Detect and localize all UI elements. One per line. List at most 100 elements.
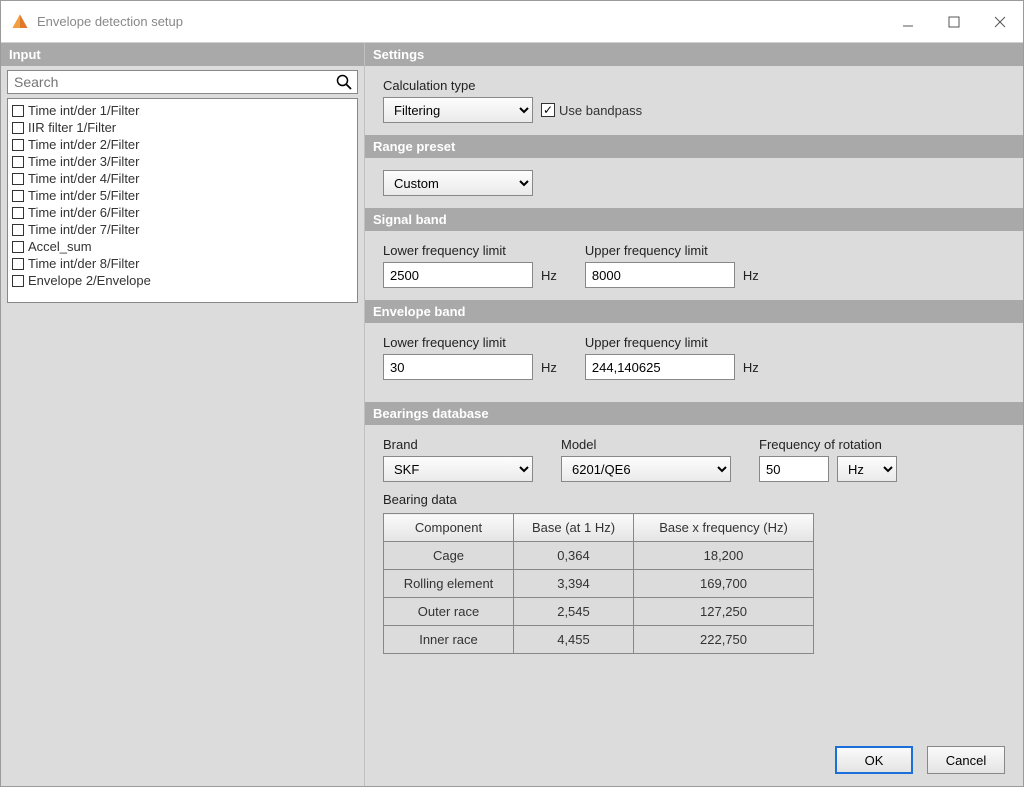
freq-input[interactable]	[759, 456, 829, 482]
list-item[interactable]: IIR filter 1/Filter	[12, 119, 353, 136]
signal-upper-input[interactable]	[585, 262, 735, 288]
use-bandpass-checkbox[interactable]: Use bandpass	[541, 103, 642, 118]
table-header: Base x frequency (Hz)	[634, 514, 814, 542]
envelope-lower-field: Lower frequency limit Hz	[383, 335, 557, 380]
bearings-body: Brand SKF Model 6201/QE6 Frequency of ro…	[365, 425, 1023, 666]
table-header: Base (at 1 Hz)	[514, 514, 634, 542]
settings-body: Calculation type Filtering Use bandpass	[365, 66, 1023, 135]
table-cell: 169,700	[634, 570, 814, 598]
table-cell: Cage	[384, 542, 514, 570]
envelope-upper-input[interactable]	[585, 354, 735, 380]
table-cell: 18,200	[634, 542, 814, 570]
search-input[interactable]	[7, 70, 358, 94]
unit-label: Hz	[541, 360, 557, 375]
list-item-label: Time int/der 5/Filter	[28, 188, 140, 203]
table-row: Cage0,36418,200	[384, 542, 814, 570]
use-bandpass-label: Use bandpass	[559, 103, 642, 118]
signal-upper-field: Upper frequency limit Hz	[585, 243, 759, 288]
list-item-label: Time int/der 7/Filter	[28, 222, 140, 237]
checkbox-icon[interactable]	[12, 190, 24, 202]
window-title: Envelope detection setup	[37, 14, 885, 29]
window-buttons	[885, 1, 1023, 42]
range-preset-select[interactable]: Custom	[383, 170, 533, 196]
bearing-data-label: Bearing data	[383, 492, 457, 507]
settings-panel: Settings Calculation type Filtering Use …	[365, 43, 1023, 786]
unit-label: Hz	[743, 360, 759, 375]
list-item-label: IIR filter 1/Filter	[28, 120, 116, 135]
table-cell: 3,394	[514, 570, 634, 598]
table-cell: Rolling element	[384, 570, 514, 598]
table-cell: 127,250	[634, 598, 814, 626]
minimize-button[interactable]	[885, 1, 931, 42]
table-cell: 2,545	[514, 598, 634, 626]
calc-type-select[interactable]: Filtering	[383, 97, 533, 123]
list-item-label: Accel_sum	[28, 239, 92, 254]
brand-select[interactable]: SKF	[383, 456, 533, 482]
list-item[interactable]: Time int/der 6/Filter	[12, 204, 353, 221]
checkbox-icon[interactable]	[12, 258, 24, 270]
bearings-header: Bearings database	[365, 402, 1023, 425]
cancel-button[interactable]: Cancel	[927, 746, 1005, 774]
dialog-window: Envelope detection setup Input Time int/…	[0, 0, 1024, 787]
list-item[interactable]: Envelope 2/Envelope	[12, 272, 353, 289]
table-row: Inner race4,455222,750	[384, 626, 814, 654]
checkbox-icon[interactable]	[12, 156, 24, 168]
unit-label: Hz	[743, 268, 759, 283]
signal-lower-field: Lower frequency limit Hz	[383, 243, 557, 288]
signal-band-header: Signal band	[365, 208, 1023, 231]
model-field: Model 6201/QE6	[561, 437, 731, 482]
calc-type-label: Calculation type	[383, 78, 642, 93]
envelope-upper-label: Upper frequency limit	[585, 335, 759, 350]
envelope-band-header: Envelope band	[365, 300, 1023, 323]
input-panel: Input Time int/der 1/FilterIIR filter 1/…	[1, 43, 365, 786]
input-listbox[interactable]: Time int/der 1/FilterIIR filter 1/Filter…	[7, 98, 358, 303]
list-item[interactable]: Time int/der 4/Filter	[12, 170, 353, 187]
list-item-label: Time int/der 3/Filter	[28, 154, 140, 169]
content-area: Input Time int/der 1/FilterIIR filter 1/…	[1, 43, 1023, 786]
list-item[interactable]: Time int/der 7/Filter	[12, 221, 353, 238]
checkbox-icon[interactable]	[12, 241, 24, 253]
signal-band-body: Lower frequency limit Hz Upper frequency…	[365, 231, 1023, 300]
checkbox-icon[interactable]	[12, 207, 24, 219]
list-item[interactable]: Time int/der 2/Filter	[12, 136, 353, 153]
list-item[interactable]: Time int/der 3/Filter	[12, 153, 353, 170]
list-item[interactable]: Time int/der 5/Filter	[12, 187, 353, 204]
checkbox-icon[interactable]	[12, 275, 24, 287]
list-item-label: Time int/der 8/Filter	[28, 256, 140, 271]
table-cell: 222,750	[634, 626, 814, 654]
list-item[interactable]: Time int/der 8/Filter	[12, 255, 353, 272]
range-preset-header: Range preset	[365, 135, 1023, 158]
close-button[interactable]	[977, 1, 1023, 42]
envelope-upper-field: Upper frequency limit Hz	[585, 335, 759, 380]
freq-unit-select[interactable]: Hz	[837, 456, 897, 482]
envelope-lower-input[interactable]	[383, 354, 533, 380]
checkbox-icon[interactable]	[12, 224, 24, 236]
list-item-label: Time int/der 4/Filter	[28, 171, 140, 186]
calc-type-field: Calculation type Filtering Use bandpass	[383, 78, 642, 123]
list-item-label: Time int/der 6/Filter	[28, 205, 140, 220]
list-item[interactable]: Accel_sum	[12, 238, 353, 255]
bearing-data-table: ComponentBase (at 1 Hz)Base x frequency …	[383, 513, 814, 654]
checkbox-icon[interactable]	[12, 139, 24, 151]
model-select[interactable]: 6201/QE6	[561, 456, 731, 482]
checkbox-icon[interactable]	[12, 122, 24, 134]
table-cell: 0,364	[514, 542, 634, 570]
signal-upper-label: Upper frequency limit	[585, 243, 759, 258]
search-wrap	[7, 70, 358, 94]
table-row: Outer race2,545127,250	[384, 598, 814, 626]
list-item-label: Envelope 2/Envelope	[28, 273, 151, 288]
checkbox-icon[interactable]	[12, 105, 24, 117]
brand-label: Brand	[383, 437, 533, 452]
freq-label: Frequency of rotation	[759, 437, 897, 452]
checkbox-icon[interactable]	[12, 173, 24, 185]
ok-button[interactable]: OK	[835, 746, 913, 774]
search-icon[interactable]	[336, 74, 352, 90]
list-item[interactable]: Time int/der 1/Filter	[12, 102, 353, 119]
envelope-lower-label: Lower frequency limit	[383, 335, 557, 350]
unit-label: Hz	[541, 268, 557, 283]
app-icon	[11, 13, 29, 31]
signal-lower-label: Lower frequency limit	[383, 243, 557, 258]
maximize-button[interactable]	[931, 1, 977, 42]
signal-lower-input[interactable]	[383, 262, 533, 288]
freq-rotation-field: Frequency of rotation Hz	[759, 437, 897, 482]
